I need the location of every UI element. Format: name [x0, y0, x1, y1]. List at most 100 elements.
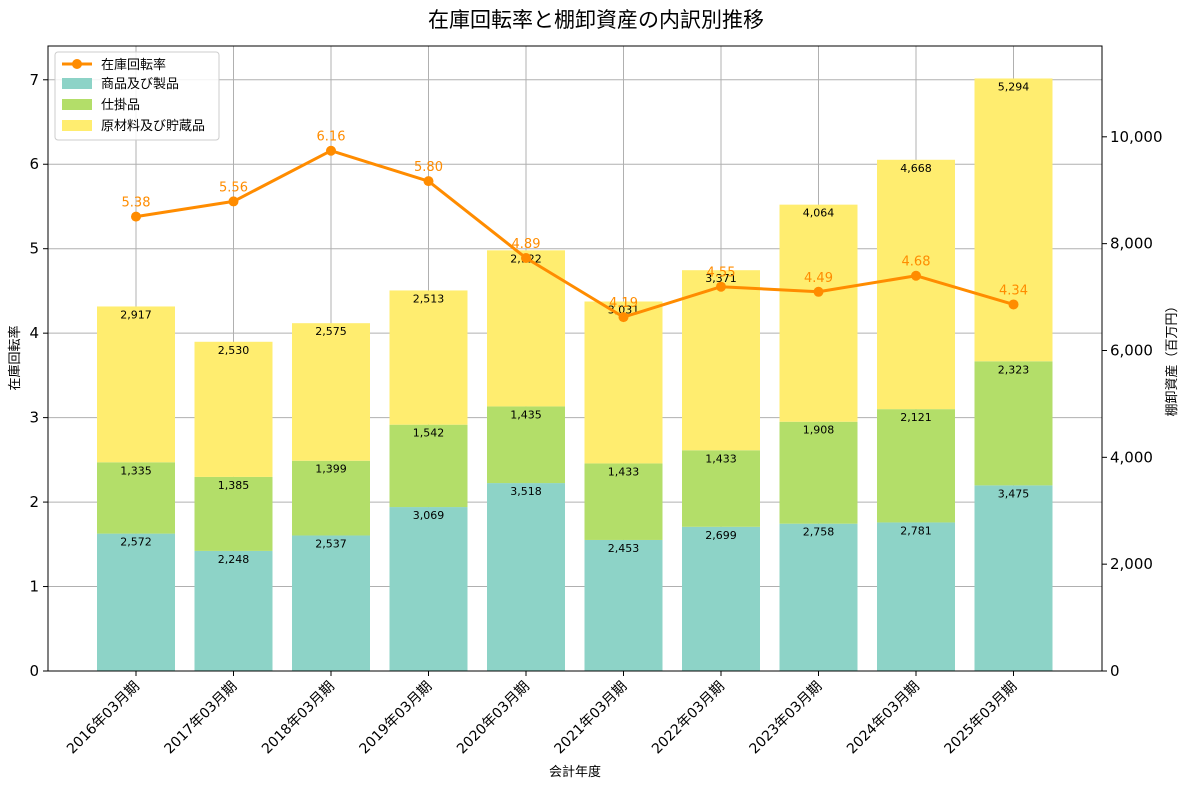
bar-value-label: 3,371 — [705, 272, 737, 285]
x-tick-label: 2022年03月期 — [649, 679, 728, 758]
turnover-point — [618, 312, 629, 323]
bar-segment — [877, 522, 955, 671]
bar-value-label: 2,758 — [803, 526, 835, 539]
bar-segment — [779, 421, 858, 524]
turnover-value-label: 4.89 — [512, 237, 541, 252]
bar-value-label: 1,908 — [803, 424, 835, 437]
turnover-value-label: 4.19 — [609, 296, 638, 311]
bar-value-label: 2,572 — [120, 536, 152, 549]
bar-value-label: 4,064 — [803, 207, 835, 220]
bar-segment — [682, 526, 760, 671]
legend-label: 原材料及び貯蔵品 — [101, 119, 205, 134]
bar-value-label: 1,433 — [705, 452, 737, 465]
bar-segment — [974, 485, 1053, 671]
x-tick-label: 2019年03月期 — [357, 679, 436, 758]
turnover-value-label: 5.38 — [122, 196, 151, 211]
x-tick-label: 2020年03月期 — [454, 679, 533, 758]
x-axis-label: 会計年度 — [549, 764, 601, 780]
x-tick-label: 2021年03月期 — [552, 679, 631, 758]
legend-swatch — [62, 120, 92, 131]
bar-value-label: 1,335 — [120, 464, 152, 477]
bar-segment — [292, 460, 370, 536]
bar-segment — [487, 406, 565, 484]
bar-segment — [779, 204, 858, 422]
turnover-point — [813, 286, 824, 297]
bar-segment — [97, 306, 175, 463]
bar-value-label: 2,530 — [218, 344, 250, 357]
bar-value-label: 2,248 — [218, 553, 250, 566]
bar-value-label: 2,917 — [120, 308, 152, 321]
turnover-value-label: 4.68 — [902, 255, 931, 270]
bar-segment — [292, 323, 370, 461]
plot-frame — [47, 45, 1103, 672]
bar-value-label: 2,323 — [998, 363, 1030, 376]
bar-segment — [584, 301, 663, 464]
bar-segment — [194, 550, 273, 671]
turnover-point — [326, 145, 336, 156]
bar-value-label: 1,385 — [218, 479, 250, 492]
bar-segment — [389, 290, 468, 425]
bar-segment — [389, 424, 468, 508]
bar-value-label: 4,668 — [900, 162, 932, 175]
x-tick-label: 2018年03月期 — [259, 679, 338, 758]
bar-value-label: 1,542 — [413, 427, 445, 440]
turnover-value-label: 4.55 — [707, 266, 736, 281]
right-tick-label: 6,000 — [1110, 341, 1153, 359]
left-tick-label: 2 — [29, 493, 39, 511]
bar-series — [97, 78, 1053, 671]
legend-label: 商品及び製品 — [101, 77, 179, 92]
left-tick-label: 7 — [29, 71, 39, 89]
bar-value-label: 2,121 — [900, 411, 932, 424]
bar-value-label: 2,575 — [315, 325, 347, 338]
legend-swatch — [62, 78, 92, 89]
bar-value-label: 1,435 — [510, 408, 542, 421]
bar-segment — [97, 462, 175, 534]
left-axis-ticks: 0 1 2 3 4 5 6 7 — [29, 71, 48, 680]
turnover-value-label: 5.56 — [219, 180, 248, 195]
right-tick-label: 10,000 — [1110, 128, 1163, 146]
legend-box — [54, 51, 220, 141]
right-axis-ticks: 0 2,000 4,000 6,000 8,000 10,000 — [1102, 128, 1163, 680]
chart-title: 在庫回転率と棚卸資産の内訳別推移 — [428, 8, 764, 32]
bar-value-label: 3,475 — [998, 487, 1030, 500]
bar-segment — [682, 270, 760, 451]
turnover-line: 5.38 5.56 6.16 5.80 4.89 4.19 4.55 4.49 4.68 4.34 — [122, 130, 1028, 323]
bar-segment — [97, 533, 175, 671]
turnover-value-label: 6.16 — [317, 130, 346, 145]
right-axis-label: 棚卸資産（百万円） — [1164, 299, 1180, 416]
left-tick-label: 3 — [29, 409, 39, 427]
bar-segment — [974, 361, 1053, 486]
legend-swatch — [62, 99, 92, 110]
bar-segment — [194, 476, 273, 551]
bar-value-label: 1,433 — [608, 465, 640, 478]
left-tick-label: 1 — [29, 578, 39, 596]
turnover-value-label: 5.80 — [414, 160, 443, 175]
x-tick-label: 2023年03月期 — [747, 679, 826, 758]
left-tick-label: 6 — [29, 155, 39, 173]
turnover-point — [716, 281, 726, 292]
turnover-point — [911, 270, 921, 281]
left-tick-label: 5 — [29, 240, 39, 258]
bar-segment — [194, 341, 273, 477]
turnover-point — [1008, 299, 1019, 310]
turnover-value-label: 4.34 — [999, 283, 1028, 298]
bar-segment — [487, 483, 565, 671]
turnover-line-path — [135, 149, 1014, 319]
x-tick-label: 2017年03月期 — [162, 679, 241, 758]
bar-value-label: 1,399 — [315, 463, 347, 476]
legend-line-marker — [72, 59, 82, 69]
right-tick-label: 0 — [1110, 662, 1120, 680]
turnover-point — [521, 252, 531, 263]
x-tick-label: 2024年03月期 — [844, 679, 923, 758]
bar-segment — [584, 539, 663, 671]
turnover-point — [228, 196, 239, 207]
turnover-value-label: 4.49 — [804, 271, 833, 286]
bar-segment — [682, 450, 760, 527]
turnover-point — [423, 176, 434, 187]
bar-segment — [584, 463, 663, 540]
bar-value-label: 2,781 — [900, 524, 932, 537]
bar-value-label: 3,069 — [413, 509, 445, 522]
bar-value-label: 2,453 — [608, 542, 640, 555]
left-tick-label: 4 — [29, 324, 39, 342]
